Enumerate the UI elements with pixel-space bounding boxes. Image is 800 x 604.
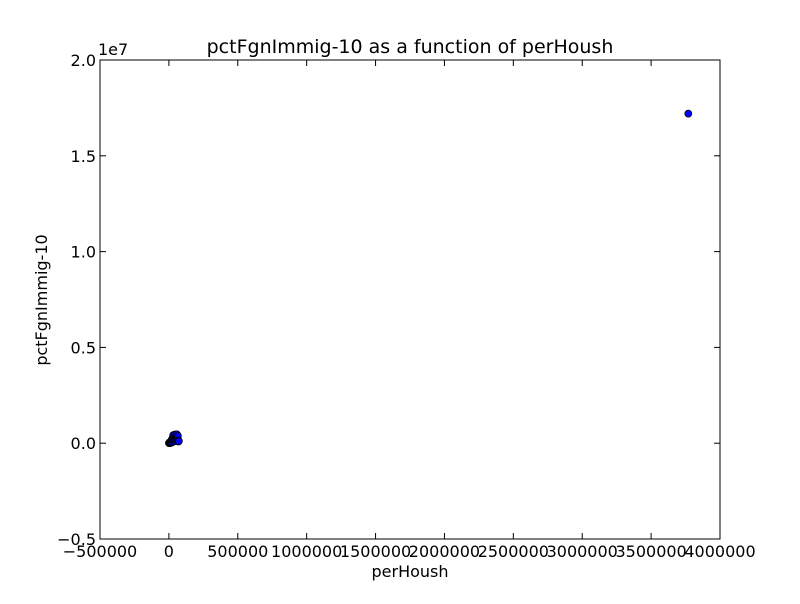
x-axis-ticks: −500000 0 500000 10000001500000200000025000… (63, 60, 756, 561)
data-points (165, 109, 693, 448)
scatter-point (684, 109, 693, 118)
x-tick-label: 1000000 (271, 542, 342, 561)
x-tick-label: 4000000 (684, 542, 755, 561)
y-tick-label: 2.0 (71, 51, 96, 70)
x-tick-label: 1500000 (340, 542, 411, 561)
y-tick-label: 0.5 (71, 338, 96, 357)
y-tick-label: 1.5 (71, 147, 96, 166)
x-axis-title: perHoush (371, 562, 448, 581)
y-tick-label: 1.0 (71, 243, 96, 262)
x-tick-label: 2000000 (409, 542, 480, 561)
x-tick-label: −500000 (63, 542, 137, 561)
y-axis-title: pctFgnImmig-10 (32, 234, 51, 365)
plot-frame (99, 59, 721, 540)
x-tick-label: 3500000 (615, 542, 686, 561)
y-axis-offset-label: 1e7 (98, 40, 128, 59)
x-tick-label: 2500000 (478, 542, 549, 561)
x-tick-label: 0 (164, 542, 174, 561)
x-tick-label: 3000000 (547, 542, 618, 561)
y-axis-ticks: −0.5 0.0 0.5 1.0 1.5 2.0 (57, 51, 720, 549)
x-tick-label: 500000 (207, 542, 268, 561)
chart-title: pctFgnImmig-10 as a function of perHoush (207, 36, 614, 58)
y-tick-label: 0.0 (71, 434, 96, 453)
y-tick-label: −0.5 (57, 530, 96, 549)
scatter-point (174, 437, 183, 446)
